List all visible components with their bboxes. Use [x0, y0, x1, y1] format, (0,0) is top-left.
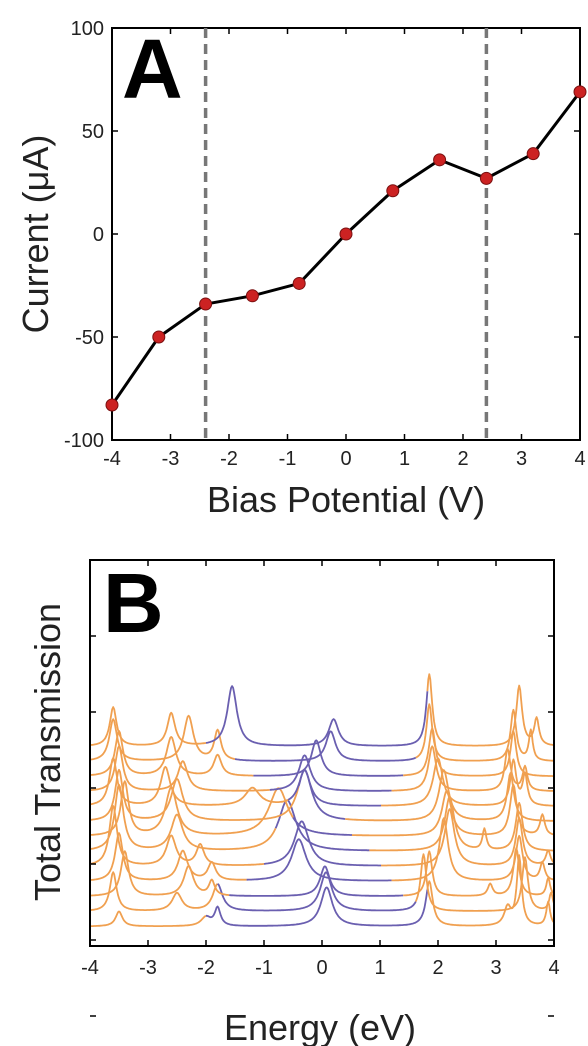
panel-b-y-axis-ticks [90, 635, 554, 1017]
panel-b-plot-area [90, 673, 554, 927]
transmission-curve-bias-window-segment [292, 816, 352, 836]
y-tick-label: 0 [93, 224, 104, 246]
transmission-curve-segment [351, 783, 554, 837]
data-point-marker [526, 147, 540, 161]
transmission-curve-segment [403, 847, 554, 897]
x-tick-label: -3 [139, 957, 157, 979]
transmission-curve-bias-window-segment [269, 754, 392, 792]
x-tick-label: -2 [220, 448, 238, 470]
x-tick-label: -4 [81, 957, 99, 979]
x-tick-label: -2 [197, 957, 215, 979]
transmission-curve-segment [90, 832, 247, 881]
transmission-curve-segment [90, 706, 207, 746]
transmission-curve-segment [90, 805, 265, 866]
panel-a-plot-area [105, 28, 587, 440]
x-tick-label: -4 [103, 448, 121, 470]
data-point-marker [199, 297, 213, 311]
iv-curve-line [110, 90, 582, 406]
panel-a-x-axis: -4 -3 -2 -1 0 1 2 3 4 [103, 28, 586, 470]
transmission-curve-segment [415, 703, 554, 762]
panel-a-letter: A [122, 22, 183, 116]
x-tick-label: 1 [374, 957, 385, 979]
x-tick-label: 1 [399, 448, 410, 470]
transmission-curve-segment [403, 727, 554, 777]
data-point-marker [245, 289, 259, 303]
data-point-marker [152, 330, 166, 344]
transmission-curve-segment [90, 714, 236, 761]
data-point-marker [433, 153, 447, 167]
panel-b-x-axis: -4 -3 -2 -1 0 1 2 3 4 [81, 560, 560, 979]
data-point-marker [386, 184, 400, 198]
transmission-curve-segment [380, 757, 554, 807]
transmission-curve-bias-window-segment [263, 820, 381, 867]
transmission-curve-bias-window-segment [217, 871, 417, 912]
transmission-curve-bias-window-segment [253, 739, 404, 777]
panel-b-x-axis-title: Energy (eV) [224, 1007, 416, 1046]
data-point-marker [105, 398, 119, 412]
transmission-curve-segment [90, 757, 289, 806]
transmission-curve-segment [414, 853, 554, 912]
transmission-curve-bias-window-segment [206, 886, 429, 927]
x-tick-label: -1 [279, 448, 297, 470]
data-point-marker [479, 171, 493, 185]
panel-a-y-axis: 100 50 0 -50 -100 [64, 18, 580, 452]
panel-b: B -4 -3 -2 -1 0 1 2 3 4 Total Transmission Energ… [27, 556, 560, 1046]
transmission-curve-segment [380, 808, 554, 867]
data-point-marker [339, 227, 353, 241]
transmission-curve-segment [90, 850, 230, 897]
x-tick-label: -1 [255, 957, 273, 979]
y-tick-label: -100 [64, 430, 104, 452]
panel-a-x-axis-title: Bias Potential (V) [207, 479, 485, 520]
x-tick-label: 4 [574, 448, 585, 470]
transmission-curve-segment [90, 910, 207, 927]
transmission-curve-bias-window-segment [229, 865, 404, 897]
transmission-curve-segment [426, 673, 554, 747]
transmission-curve-segment [391, 817, 554, 882]
y-tick-label: 100 [71, 18, 104, 40]
y-tick-label: -50 [75, 327, 104, 349]
transmission-curve-segment [90, 780, 294, 836]
x-tick-label: -3 [162, 448, 180, 470]
transmission-curve-segment [90, 768, 300, 821]
transmission-curve-bias-window-segment [234, 730, 417, 762]
panel-a: A 100 50 0 -50 -100 -4 -3 -2 -1 0 1 2 3 4 Current (μ… [15, 18, 587, 520]
x-tick-label: 4 [548, 957, 559, 979]
x-tick-label: 0 [340, 448, 351, 470]
data-point-marker [573, 85, 587, 99]
x-tick-label: 3 [490, 957, 501, 979]
x-tick-label: 2 [457, 448, 468, 470]
x-tick-label: 3 [516, 448, 527, 470]
transmission-curve-bias-window-segment [246, 838, 392, 882]
panel-a-y-axis-title: Current (μA) [15, 135, 56, 334]
panel-b-letter: B [103, 556, 164, 650]
data-point-marker [292, 276, 306, 290]
transmission-curve-segment [391, 745, 554, 792]
transmission-curve-segment [90, 871, 219, 912]
x-tick-label: 0 [316, 957, 327, 979]
x-tick-label: 2 [432, 957, 443, 979]
transmission-curve-segment [426, 854, 554, 927]
transmission-curve-bias-window-segment [297, 769, 346, 820]
transmission-curve-bias-window-segment [205, 685, 429, 747]
panel-b-y-axis-title: Total Transmission [27, 603, 68, 901]
y-tick-label: 50 [82, 121, 104, 143]
